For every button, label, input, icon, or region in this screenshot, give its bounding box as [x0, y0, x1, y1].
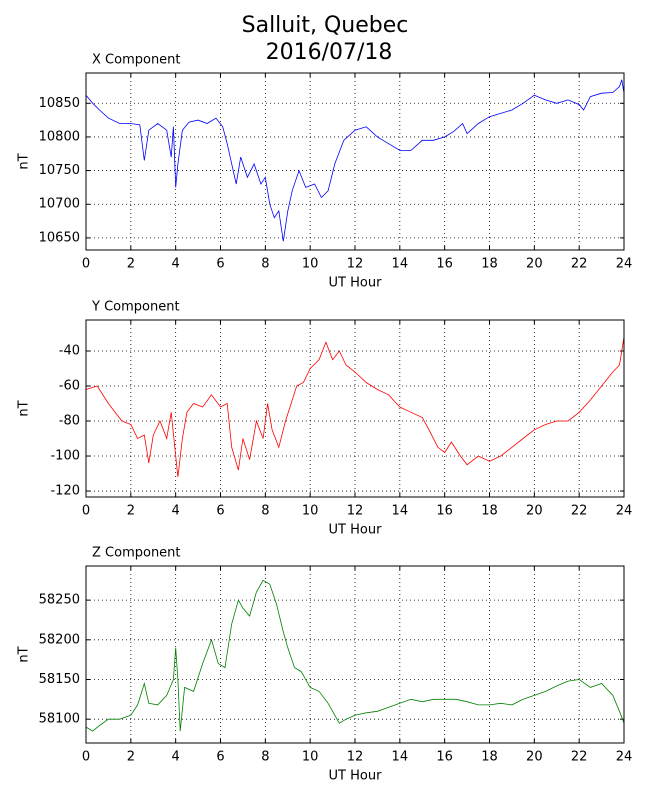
x-tick-label: 24 — [616, 750, 633, 765]
plot-frame — [85, 72, 625, 251]
x-tick-label: 8 — [261, 257, 269, 272]
panel-title: X Component — [92, 53, 181, 68]
x-tick-label: 8 — [261, 750, 269, 765]
x-tick-label: 10 — [302, 750, 319, 765]
panel-title: Z Component — [92, 546, 181, 561]
x-tick-label: 6 — [216, 504, 224, 519]
x-tick-label: 0 — [82, 257, 90, 272]
x-tick-label: 12 — [347, 750, 364, 765]
x-tick-label: 0 — [82, 750, 90, 765]
x-tick-label: 10 — [302, 257, 319, 272]
x-tick-label: 6 — [216, 750, 224, 765]
y-tick-label: 58100 — [39, 712, 80, 727]
x-axis-label: UT Hour — [329, 769, 383, 784]
x-tick-label: 18 — [481, 750, 498, 765]
y-tick-label: 10800 — [39, 129, 80, 144]
x-tick-label: 2 — [127, 257, 135, 272]
x-tick-label: 4 — [172, 504, 180, 519]
x-tick-label: 22 — [571, 750, 588, 765]
x-tick-label: 22 — [571, 257, 588, 272]
y-tick-label: 58200 — [39, 632, 80, 647]
y-tick-label: -100 — [50, 449, 80, 464]
x-tick-label: 12 — [347, 504, 364, 519]
data-line — [85, 79, 625, 242]
x-tick-label: 20 — [526, 750, 543, 765]
x-tick-label: 16 — [436, 750, 453, 765]
plot-frame — [85, 319, 625, 498]
x-tick-label: 4 — [172, 257, 180, 272]
y-tick-label: 58150 — [39, 672, 80, 687]
x-tick-label: 2 — [127, 504, 135, 519]
y-axis-label: nT — [17, 646, 32, 662]
x-tick-label: 4 — [172, 750, 180, 765]
y-tick-label: 10650 — [39, 230, 80, 245]
x-tick-label: 8 — [261, 504, 269, 519]
y-tick-label: 10700 — [39, 197, 80, 212]
data-line — [85, 579, 625, 732]
y-tick-label: 10850 — [39, 96, 80, 111]
y-tick-label: 10750 — [39, 163, 80, 178]
x-tick-label: 16 — [436, 504, 453, 519]
x-tick-label: 14 — [392, 750, 409, 765]
x-tick-label: 2 — [127, 750, 135, 765]
x-tick-label: 6 — [216, 257, 224, 272]
y-tick-label: -120 — [50, 484, 80, 499]
x-tick-label: 22 — [571, 504, 588, 519]
x-tick-label: 20 — [526, 257, 543, 272]
x-tick-label: 16 — [436, 257, 453, 272]
x-tick-label: 18 — [481, 257, 498, 272]
panel-title: Y Component — [91, 300, 180, 315]
y-tick-label: 58250 — [39, 593, 80, 608]
x-tick-label: 10 — [302, 504, 319, 519]
x-tick-label: 24 — [616, 504, 633, 519]
y-tick-label: -60 — [59, 379, 80, 394]
plot-frame — [85, 565, 625, 744]
y-axis-label: nT — [17, 400, 32, 416]
x-axis-label: UT Hour — [329, 276, 383, 291]
figure-title: Salluit, Quebec — [242, 13, 409, 38]
y-axis-label: nT — [17, 153, 32, 169]
y-tick-label: -80 — [59, 414, 80, 429]
x-tick-label: 24 — [616, 257, 633, 272]
figure-subtitle: 2016/07/18 — [266, 40, 393, 65]
y-tick-label: -40 — [59, 343, 80, 358]
x-tick-label: 0 — [82, 504, 90, 519]
x-axis-label: UT Hour — [329, 523, 383, 538]
data-line — [85, 336, 625, 478]
x-tick-label: 14 — [392, 504, 409, 519]
x-tick-label: 18 — [481, 504, 498, 519]
x-tick-label: 12 — [347, 257, 364, 272]
x-tick-label: 20 — [526, 504, 543, 519]
x-tick-label: 14 — [392, 257, 409, 272]
